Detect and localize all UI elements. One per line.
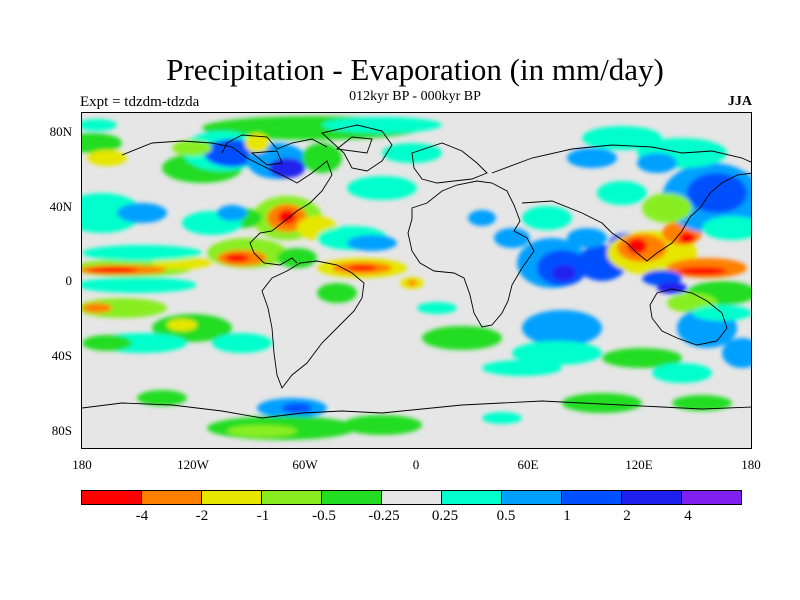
- lat-label-80s: 80S: [51, 423, 72, 438]
- colorbar-label-7: 0.5: [496, 508, 516, 524]
- colorbar-box-10: [621, 490, 682, 505]
- lon-label-120e: 120E: [625, 457, 653, 472]
- colorbar-label-5: -0.25: [368, 508, 400, 524]
- coastlines: [82, 124, 751, 419]
- precip-evap-map: [82, 113, 751, 448]
- colorbar-label-10: 4: [684, 508, 692, 524]
- chart-subtitle: 012kyr BP - 000kyr BP: [349, 89, 481, 104]
- lat-label-40n: 40N: [49, 199, 72, 214]
- colorbar-label-1: -4: [135, 508, 149, 524]
- lat-label-80n: 80N: [49, 124, 72, 139]
- colorbar-box-11: [681, 490, 742, 505]
- lon-label-180w: 180: [72, 457, 92, 472]
- colorbar-box-1: [81, 490, 142, 505]
- colorbar-box-9: [561, 490, 622, 505]
- colorbar-box-4: [261, 490, 322, 505]
- colorbar-box-2: [141, 490, 202, 505]
- colorbar-label-2: -2: [195, 508, 209, 524]
- colorbar-box-3: [201, 490, 262, 505]
- colorbar-box-6: [381, 490, 442, 505]
- lon-label-180e: 180: [741, 457, 761, 472]
- colorbar-box-7: [441, 490, 502, 505]
- season-label: JJA: [727, 94, 752, 109]
- colorbar-box-5: [321, 490, 382, 505]
- colorbar-label-8: 1: [563, 508, 571, 524]
- colorbar-label-6: 0.25: [431, 508, 459, 524]
- lat-label-0: 0: [65, 273, 73, 288]
- lon-label-60e: 60E: [517, 457, 539, 472]
- anomaly-field: [82, 116, 751, 440]
- colorbar-box-8: [501, 490, 562, 505]
- map-panel: [81, 112, 752, 449]
- lat-label-40s: 40S: [51, 348, 72, 363]
- lon-label-60w: 60W: [292, 457, 318, 472]
- chart-title: Precipitation - Evaporation (in mm/day): [166, 52, 664, 87]
- colorbar-label-4: -0.5: [312, 508, 336, 524]
- lon-label-120w: 120W: [177, 457, 209, 472]
- colorbar-label-9: 2: [623, 508, 631, 524]
- colorbar-label-3: -1: [256, 508, 270, 524]
- experiment-label: Expt = tdzdm-tdzda: [80, 94, 200, 110]
- lon-label-0: 0: [412, 457, 420, 472]
- colorbar: [81, 490, 742, 505]
